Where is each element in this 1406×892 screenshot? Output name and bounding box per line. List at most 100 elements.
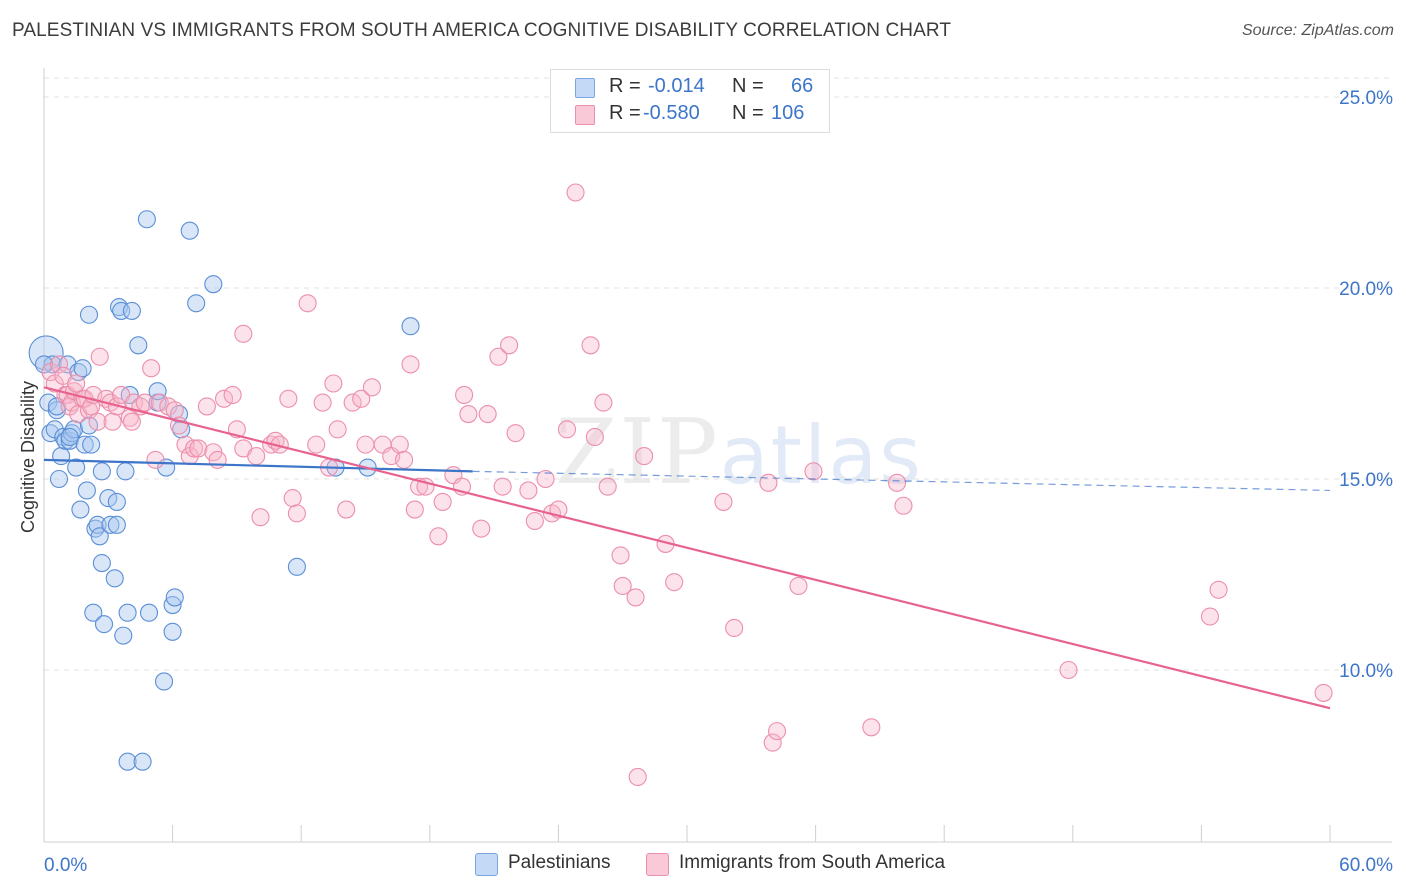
y-tick-label: 20.0% — [1339, 279, 1393, 300]
point-palestinians — [118, 603, 137, 622]
point-immigrants — [714, 492, 733, 511]
point-immigrants — [287, 504, 306, 523]
point-immigrants — [184, 439, 204, 458]
point-immigrants — [390, 435, 409, 454]
point-immigrants — [894, 496, 913, 515]
bottom-legend-label: Palestinians — [508, 852, 611, 873]
y-tick-label: 15.0% — [1339, 470, 1393, 491]
point-palestinians — [105, 569, 124, 588]
point-palestinians — [163, 622, 182, 641]
correlation-legend: R = -0.014 N = 66 R = -0.580 N = 106 — [550, 69, 830, 133]
point-immigrants — [665, 573, 684, 592]
point-palestinians — [84, 603, 103, 622]
point-immigrants — [234, 324, 253, 343]
y-tick-label: 10.0% — [1339, 661, 1393, 682]
point-immigrants — [214, 389, 234, 408]
point-palestinians — [139, 603, 159, 622]
point-immigrants — [401, 355, 420, 374]
point-palestinians — [92, 553, 111, 573]
legend-swatch-blue — [575, 78, 595, 98]
legend-n-value: 106 — [771, 102, 805, 124]
point-palestinians — [154, 672, 174, 691]
point-immigrants — [1059, 660, 1078, 680]
point-palestinians — [116, 462, 135, 481]
point-palestinians — [88, 515, 107, 534]
point-palestinians — [52, 447, 71, 466]
point-immigrants — [352, 389, 371, 408]
point-immigrants — [429, 527, 448, 546]
point-palestinians — [34, 355, 54, 374]
point-immigrants — [279, 389, 298, 408]
point-immigrants — [146, 450, 165, 469]
point-immigrants — [628, 767, 647, 787]
point-immigrants — [356, 435, 375, 454]
point-palestinians — [137, 210, 156, 229]
point-immigrants — [626, 588, 645, 607]
bottom-legend-swatch-blue — [475, 853, 498, 876]
point-palestinians — [92, 462, 111, 481]
point-immigrants — [459, 405, 478, 424]
point-immigrants — [763, 733, 782, 752]
legend-r-value: -0.580 — [643, 102, 700, 124]
point-immigrants — [247, 447, 266, 466]
point-immigrants — [506, 424, 525, 443]
bottom-legend-swatch-pink — [646, 853, 669, 876]
point-palestinians — [60, 431, 79, 450]
point-palestinians — [148, 382, 167, 401]
point-palestinians — [165, 588, 184, 607]
point-immigrants — [478, 405, 497, 424]
point-palestinians — [67, 458, 86, 477]
point-palestinians — [73, 359, 92, 378]
point-immigrants — [362, 378, 381, 397]
point-immigrants — [1209, 580, 1228, 599]
point-palestinians — [107, 515, 126, 534]
point-immigrants — [519, 481, 538, 500]
point-palestinians — [133, 752, 152, 771]
point-immigrants — [103, 412, 122, 431]
watermark: ZIPatlas — [555, 400, 923, 505]
point-immigrants — [759, 473, 778, 492]
point-palestinians — [204, 275, 223, 294]
trendline-immigrants — [43, 386, 1331, 710]
trendline-palestinians — [43, 458, 473, 473]
point-immigrants — [197, 397, 216, 416]
point-palestinians — [129, 336, 148, 355]
point-immigrants — [82, 397, 101, 416]
point-immigrants — [455, 385, 474, 405]
point-immigrants — [489, 347, 508, 366]
point-immigrants — [566, 183, 585, 202]
point-immigrants — [307, 435, 326, 454]
x-tick-label-max: 60.0% — [1339, 855, 1393, 876]
point-immigrants — [1200, 607, 1220, 626]
point-palestinians — [99, 489, 118, 508]
watermark-atlas: atlas — [719, 409, 923, 502]
point-immigrants — [433, 492, 452, 511]
point-immigrants — [804, 462, 823, 481]
point-immigrants — [525, 511, 544, 531]
point-palestinians — [107, 492, 126, 511]
point-palestinians — [114, 626, 133, 645]
point-immigrants — [500, 336, 519, 355]
point-immigrants — [536, 469, 555, 489]
legend-r-label: R = — [609, 102, 641, 124]
point-immigrants — [635, 447, 654, 466]
y-axis-title: Cognitive Disability — [18, 381, 38, 533]
chart-title: PALESTINIAN VS IMMIGRANTS FROM SOUTH AME… — [12, 20, 952, 41]
point-immigrants — [49, 355, 69, 374]
point-immigrants — [142, 359, 161, 378]
point-immigrants — [557, 420, 577, 439]
point-palestinians — [94, 615, 114, 634]
point-immigrants — [343, 393, 362, 412]
chart-source: Source: ZipAtlas.com — [1241, 22, 1394, 39]
point-immigrants — [789, 576, 808, 596]
point-immigrants — [90, 347, 109, 366]
point-immigrants — [611, 546, 630, 565]
legend-n-label: N = — [732, 75, 764, 97]
point-immigrants — [88, 412, 107, 431]
legend-n-label: N = — [732, 102, 764, 124]
point-immigrants — [328, 420, 347, 439]
point-immigrants — [862, 718, 881, 737]
point-palestinians — [90, 527, 109, 546]
point-palestinians — [79, 305, 99, 324]
